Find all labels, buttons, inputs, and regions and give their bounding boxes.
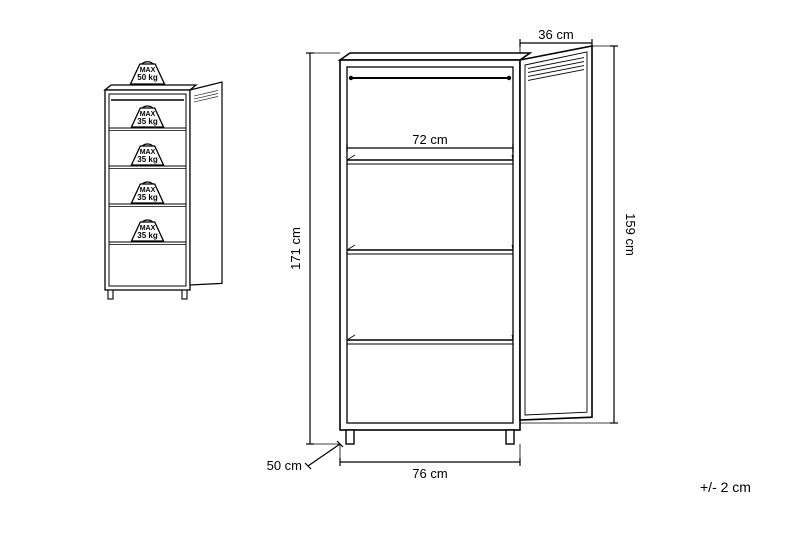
load-capacity-cabinet: MAX50 kgMAX35 kgMAX35 kgMAX35 kgMAX35 kg [105, 62, 222, 299]
main-cabinet: 36 cm 72 cm 171 cm 159 cm 76 cm 50 cm [267, 27, 638, 481]
svg-text:72 cm: 72 cm [412, 132, 447, 147]
svg-text:76 cm: 76 cm [412, 466, 447, 481]
svg-text:35 kg: 35 kg [137, 155, 158, 164]
svg-text:50 cm: 50 cm [267, 458, 302, 473]
svg-text:159 cm: 159 cm [623, 213, 638, 256]
svg-text:171 cm: 171 cm [288, 227, 303, 270]
svg-text:35 kg: 35 kg [137, 231, 158, 240]
tolerance-note: +/- 2 cm [700, 479, 751, 495]
svg-text:36 cm: 36 cm [538, 27, 573, 42]
svg-text:35 kg: 35 kg [137, 193, 158, 202]
svg-text:35 kg: 35 kg [137, 117, 158, 126]
svg-text:50 kg: 50 kg [137, 73, 158, 82]
